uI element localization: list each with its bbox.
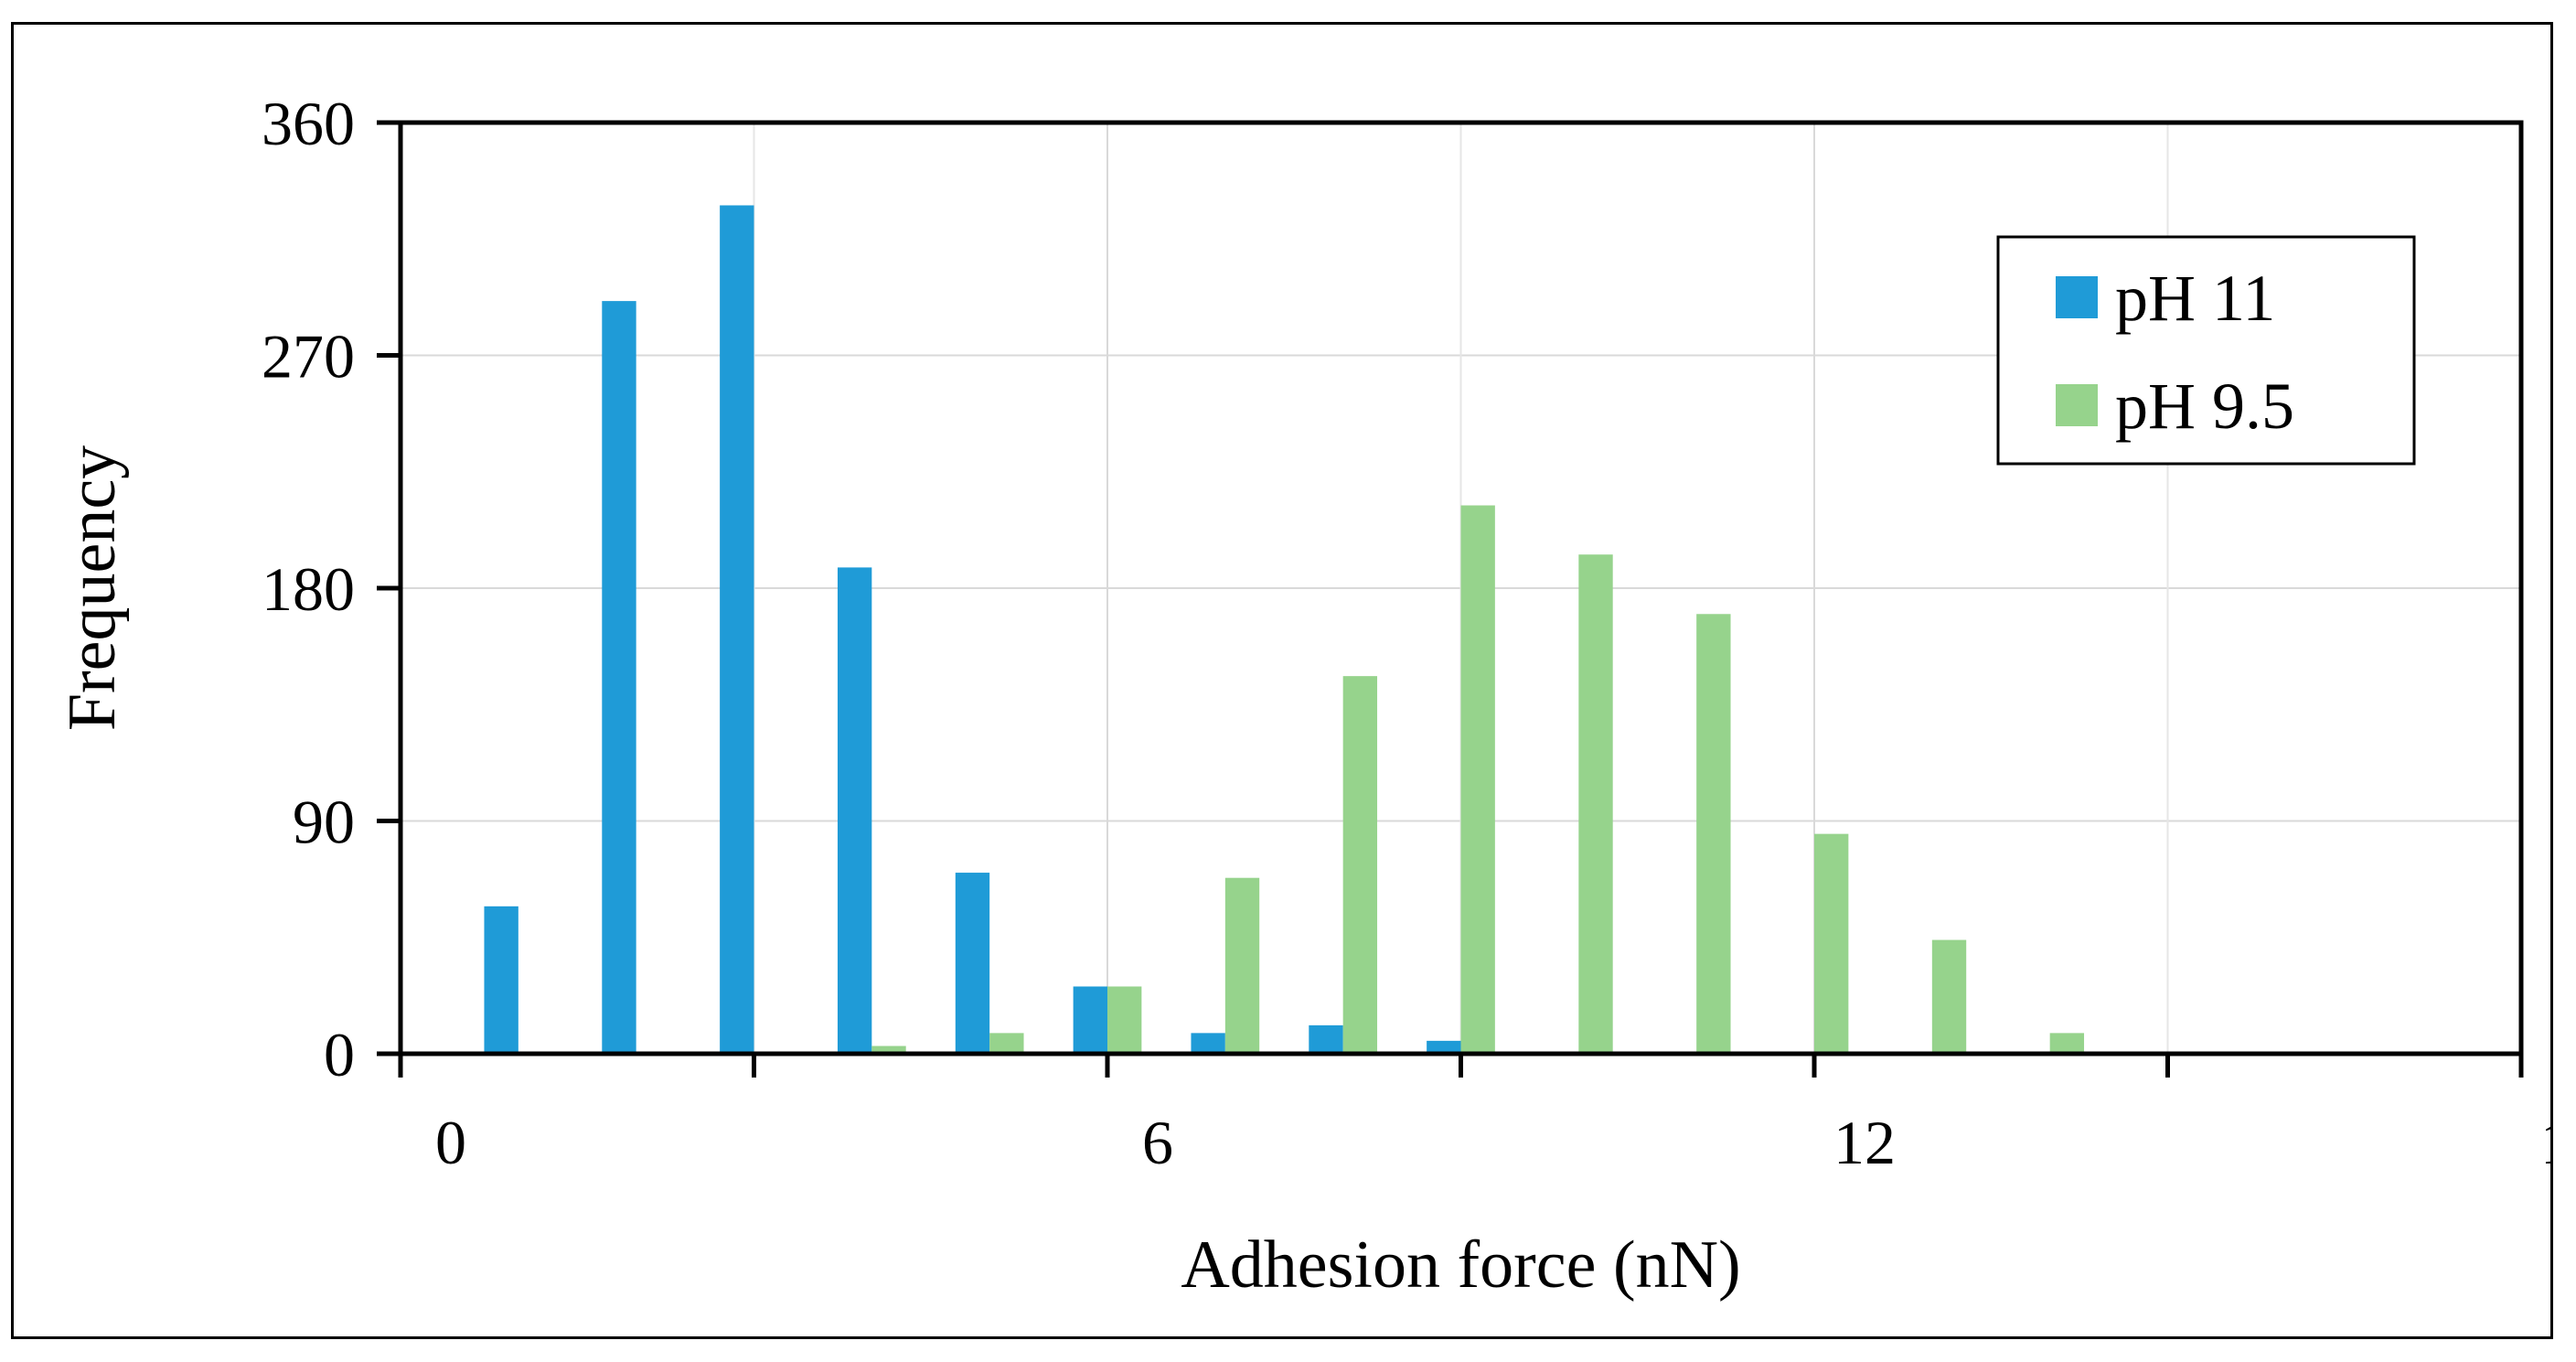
bar-ph-11-4 [837, 567, 872, 1054]
bar-ph-11-3 [720, 205, 754, 1054]
legend-label-ph-9-5: pH 9.5 [2115, 370, 2294, 443]
legend: pH 11 pH 9.5 [1996, 235, 2416, 466]
bar-ph-9-5-12 [1814, 833, 1849, 1054]
bar-ph-11-1 [484, 906, 518, 1054]
axes-layer [377, 120, 2524, 1078]
y-tick-label: 0 [324, 1020, 355, 1089]
bar-ph-9-5-14 [2049, 1033, 2085, 1054]
x-tick-label: 18 [2540, 1108, 2550, 1177]
y-tick-label: 180 [262, 554, 355, 624]
x-tick-label: 12 [1833, 1108, 1896, 1177]
legend-label-ph-11: pH 11 [2115, 262, 2275, 335]
x-tick-label: 0 [435, 1108, 466, 1177]
x-axis-title: Adhesion force (nN) [1181, 1228, 1740, 1303]
bar-ph-11-7 [1191, 1033, 1225, 1054]
bar-ph-11-8 [1309, 1024, 1343, 1054]
chart-svg: 061218090180270360 Adhesion force (nN) F… [55, 89, 2550, 1303]
ticks-layer: 061218090180270360 [262, 89, 2550, 1177]
bar-ph-9-5-13 [1931, 939, 1967, 1054]
bar-ph-9-5-10 [1578, 554, 1613, 1054]
y-tick-label: 270 [262, 322, 355, 391]
y-tick-label: 360 [262, 89, 355, 158]
bar-ph-11-6 [1073, 986, 1107, 1054]
chart-frame: 061218090180270360 Adhesion force (nN) F… [11, 22, 2553, 1339]
y-axis-title: Frequency [55, 445, 130, 731]
x-tick-label: 6 [1142, 1108, 1173, 1177]
bar-ph-11-2 [602, 301, 636, 1054]
bar-ph-9-5-9 [1460, 505, 1495, 1054]
legend-swatch-ph-11 [2056, 276, 2098, 318]
bars-layer [484, 205, 2085, 1054]
bar-ph-9-5-6 [1107, 986, 1142, 1054]
legend-swatch-ph-9-5 [2056, 384, 2098, 426]
bar-ph-9-5-11 [1696, 614, 1731, 1054]
bar-ph-9-5-4 [871, 1046, 906, 1054]
bar-ph-11-9 [1427, 1040, 1461, 1054]
bar-ph-9-5-7 [1224, 877, 1260, 1054]
bar-ph-9-5-5 [989, 1033, 1024, 1054]
y-tick-label: 90 [293, 788, 355, 857]
bar-ph-9-5-8 [1342, 676, 1378, 1054]
bar-ph-11-5 [955, 873, 990, 1054]
